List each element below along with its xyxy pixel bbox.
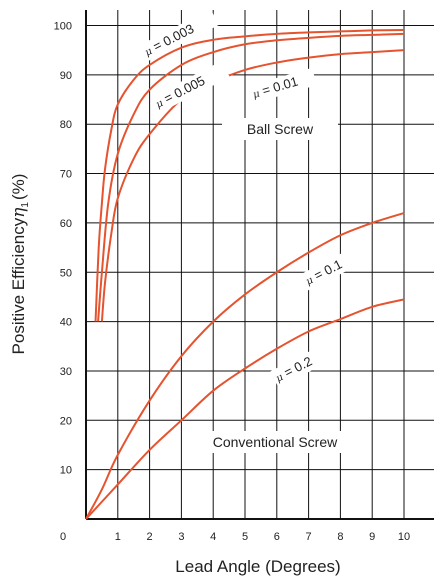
x-tick-label: 8 xyxy=(337,531,343,543)
x-tick-label: 10 xyxy=(398,531,410,543)
y-tick-label: 70 xyxy=(60,169,72,181)
x-tick-label: 2 xyxy=(147,531,153,543)
x-tick-label: 1 xyxy=(115,531,121,543)
ball-screw-label-bg xyxy=(222,118,338,140)
conventional-screw-label-bg xyxy=(186,431,364,453)
x-tick-label: 0 xyxy=(60,531,66,543)
mu-symbol: μ xyxy=(274,372,285,385)
axes xyxy=(85,10,434,520)
mu-symbol: μ xyxy=(154,98,165,111)
curve-label-0005: μ = 0.005 xyxy=(150,61,230,114)
y-axis-title-prefix: Positive Efficiency xyxy=(9,217,28,354)
curve-label-02: μ = 0.2 xyxy=(270,345,329,388)
conventional-screw-label: Conventional Screw xyxy=(213,434,338,450)
x-tick-label: 6 xyxy=(274,531,280,543)
series-line-3 xyxy=(85,212,405,520)
series-line-0 xyxy=(94,28,405,322)
y-tick-label: 10 xyxy=(60,465,72,477)
y-tick-label: 40 xyxy=(60,317,72,329)
mu-symbol: μ xyxy=(304,275,315,288)
x-tick-label: 5 xyxy=(242,531,248,543)
y-tick-label: 90 xyxy=(60,70,72,82)
y-tick-label: 100 xyxy=(54,21,72,33)
mu-symbol: μ xyxy=(143,46,154,59)
x-axis-title: Lead Angle (Degrees) xyxy=(175,557,340,576)
y-axis-title-eta: η xyxy=(9,207,29,218)
y-tick-label: 80 xyxy=(60,119,72,131)
curve-label-001: μ = 0.01 xyxy=(248,67,317,104)
ball-screw-label: Ball Screw xyxy=(247,121,314,137)
mu-symbol: μ xyxy=(252,89,261,101)
y-tick-label: 20 xyxy=(60,415,72,427)
x-tick-label: 3 xyxy=(178,531,184,543)
y-tick-label: 60 xyxy=(60,218,72,230)
x-tick-labels: 0 1 2 3 4 5 6 7 8 9 10 xyxy=(60,531,410,543)
series-line-1 xyxy=(97,32,405,322)
y-axis-title-suffix: (%) xyxy=(9,174,28,200)
x-tick-label: 4 xyxy=(210,531,216,543)
series-line-4 xyxy=(85,298,405,520)
y-tick-label: 50 xyxy=(60,267,72,279)
x-tick-label: 9 xyxy=(369,531,375,543)
y-tick-label: 30 xyxy=(60,366,72,378)
y-axis-title-sub: 1 xyxy=(20,202,31,208)
y-tick-labels: 10 20 30 40 50 60 70 80 90 100 xyxy=(54,21,72,477)
x-tick-label: 7 xyxy=(306,531,312,543)
y-axis-title: Positive Efficiencyη1 (%) xyxy=(9,174,31,355)
